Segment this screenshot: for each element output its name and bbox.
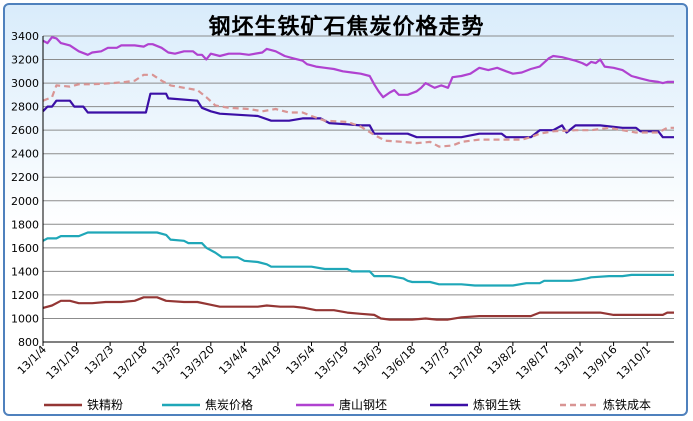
series-line-3 bbox=[42, 36, 674, 99]
x-tick-label: 13/10/1 bbox=[614, 343, 653, 382]
legend-label-3: 唐山钢坯 bbox=[339, 397, 387, 412]
series-line-1 bbox=[42, 296, 674, 321]
series-line-4 bbox=[42, 92, 674, 139]
y-tick-label: 3000 bbox=[11, 77, 39, 90]
x-tick-label: 13/8/17 bbox=[513, 343, 552, 382]
x-tick-label: 13/3/20 bbox=[178, 343, 217, 382]
x-tick-label: 13/9/16 bbox=[581, 343, 620, 382]
y-tick-label: 3400 bbox=[11, 30, 39, 43]
x-tick-label: 13/5/19 bbox=[312, 343, 351, 382]
legend-label-1: 铁精粉 bbox=[87, 398, 123, 412]
y-tick-label: 2800 bbox=[11, 101, 39, 114]
x-tick-label: 13/1/19 bbox=[44, 343, 83, 382]
x-tick-label: 13/6/18 bbox=[379, 343, 418, 382]
y-tick-label: 2200 bbox=[11, 171, 39, 184]
legend-label-5: 炼铁成本 bbox=[603, 397, 651, 412]
x-tick-label: 13/7/18 bbox=[446, 343, 485, 382]
y-tick-label: 1800 bbox=[11, 218, 39, 231]
legend: 铁精粉 焦炭价格 唐山钢坯 炼钢生铁 炼铁成本 bbox=[44, 397, 651, 412]
y-tick-label: 1600 bbox=[11, 242, 39, 255]
y-tick-label: 1400 bbox=[11, 265, 39, 278]
y-tick-label: 3200 bbox=[11, 54, 39, 67]
y-tick-label: 1200 bbox=[11, 289, 39, 302]
legend-label-4: 炼钢生铁 bbox=[473, 397, 521, 412]
series-line-5 bbox=[42, 73, 674, 148]
y-tick-label: 2000 bbox=[11, 195, 39, 208]
series-line-2 bbox=[42, 231, 674, 287]
y-tick-label: 1000 bbox=[11, 312, 39, 325]
y-tick-label: 2600 bbox=[11, 124, 39, 137]
legend-label-2: 焦炭价格 bbox=[205, 397, 253, 412]
y-tick-label: 2400 bbox=[11, 148, 39, 161]
series-lines bbox=[42, 36, 674, 321]
x-tick-label: 13/4/19 bbox=[245, 343, 284, 382]
x-tick-label: 13/2/18 bbox=[111, 343, 150, 382]
y-tick-label: 800 bbox=[18, 336, 39, 349]
